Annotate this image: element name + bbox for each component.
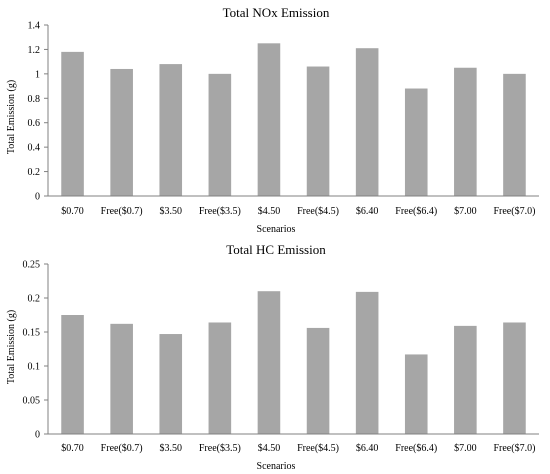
y-tick-label: 0 <box>35 192 40 203</box>
y-tick-label: 0.05 <box>23 396 41 407</box>
y-tick-label: 0.2 <box>28 294 41 305</box>
x-axis-label: Scenarios <box>257 224 296 235</box>
x-tick-label: $0.70 <box>61 206 84 217</box>
bar <box>110 68 133 196</box>
nox-emission-chart-svg: Total NOx Emission Scenarios Total Emiss… <box>6 5 539 235</box>
x-tick-label: Free($6.4) <box>395 206 437 217</box>
chart-title: Total HC Emission <box>226 242 326 257</box>
x-tick-label: $7.00 <box>454 206 477 217</box>
x-tick-label: Free($4.5) <box>297 443 339 454</box>
bar <box>404 88 428 196</box>
y-tick-label: 0.6 <box>28 118 41 129</box>
bar <box>503 73 526 196</box>
x-tick-label: Free($3.5) <box>199 443 241 454</box>
x-tick-label: $4.50 <box>258 443 281 454</box>
x-axis-label: Scenarios <box>257 461 296 472</box>
bar <box>355 291 379 434</box>
x-tick-label: Free($7.0) <box>493 443 535 454</box>
y-tick-label: 1.2 <box>28 45 41 56</box>
bar <box>306 327 330 434</box>
x-tick-label: $3.50 <box>160 443 183 454</box>
bar <box>61 315 84 434</box>
y-tick-label: 0.4 <box>28 143 41 154</box>
bar <box>454 325 477 434</box>
x-tick-label: $4.50 <box>258 206 281 217</box>
plot-area: 0 0.05 0.1 0.15 0.2 0.25 $0.70 Free($0.7) $3.50 F… <box>23 260 539 454</box>
hc-emission-chart-svg: Total HC Emission Scenarios Total Emissi… <box>6 242 539 472</box>
plot-area: 0 0.2 0.4 0.6 0.8 1 1.2 1.4 $0.70 Free($0.7) $3.50… <box>28 21 539 217</box>
bar <box>208 322 232 434</box>
bar <box>257 291 281 434</box>
x-tick-label: $6.40 <box>356 206 379 217</box>
x-tick-label: Free($3.5) <box>199 206 241 217</box>
x-tick-label: $7.00 <box>454 443 477 454</box>
x-tick-label: Free($7.0) <box>493 206 535 217</box>
y-axis-label: Total Emission (g) <box>6 80 17 154</box>
y-tick-label: 0.8 <box>28 94 41 105</box>
x-tick-label: $6.40 <box>356 443 379 454</box>
x-tick-label: $3.50 <box>160 206 183 217</box>
nox-emission-chart: Total NOx Emission Scenarios Total Emiss… <box>6 5 539 235</box>
x-tick-label: Free($0.7) <box>101 443 143 454</box>
y-tick-label: 1.4 <box>28 21 41 32</box>
bar <box>404 354 428 434</box>
y-axis-label: Total Emission (g) <box>6 310 17 384</box>
chart-title: Total NOx Emission <box>223 5 330 20</box>
bar <box>355 48 379 197</box>
x-tick-label: Free($0.7) <box>101 206 143 217</box>
y-tick-label: 0.25 <box>23 260 41 271</box>
x-tick-label: $0.70 <box>61 443 84 454</box>
bar <box>208 73 232 196</box>
bar <box>503 322 526 434</box>
bar <box>61 51 84 196</box>
bar <box>454 67 477 196</box>
hc-emission-chart: Total HC Emission Scenarios Total Emissi… <box>0 237 550 474</box>
y-tick-label: 0.15 <box>23 328 41 339</box>
y-tick-label: 0 <box>35 430 40 441</box>
y-tick-label: 0.1 <box>28 362 41 373</box>
x-tick-label: Free($6.4) <box>395 443 437 454</box>
x-tick-label: Free($4.5) <box>297 206 339 217</box>
y-tick-label: 1 <box>35 69 40 80</box>
bar <box>110 323 133 434</box>
y-tick-label: 0.2 <box>28 167 41 178</box>
bar <box>257 43 281 197</box>
bar <box>159 64 183 196</box>
bar <box>306 66 330 197</box>
bar <box>159 334 183 434</box>
